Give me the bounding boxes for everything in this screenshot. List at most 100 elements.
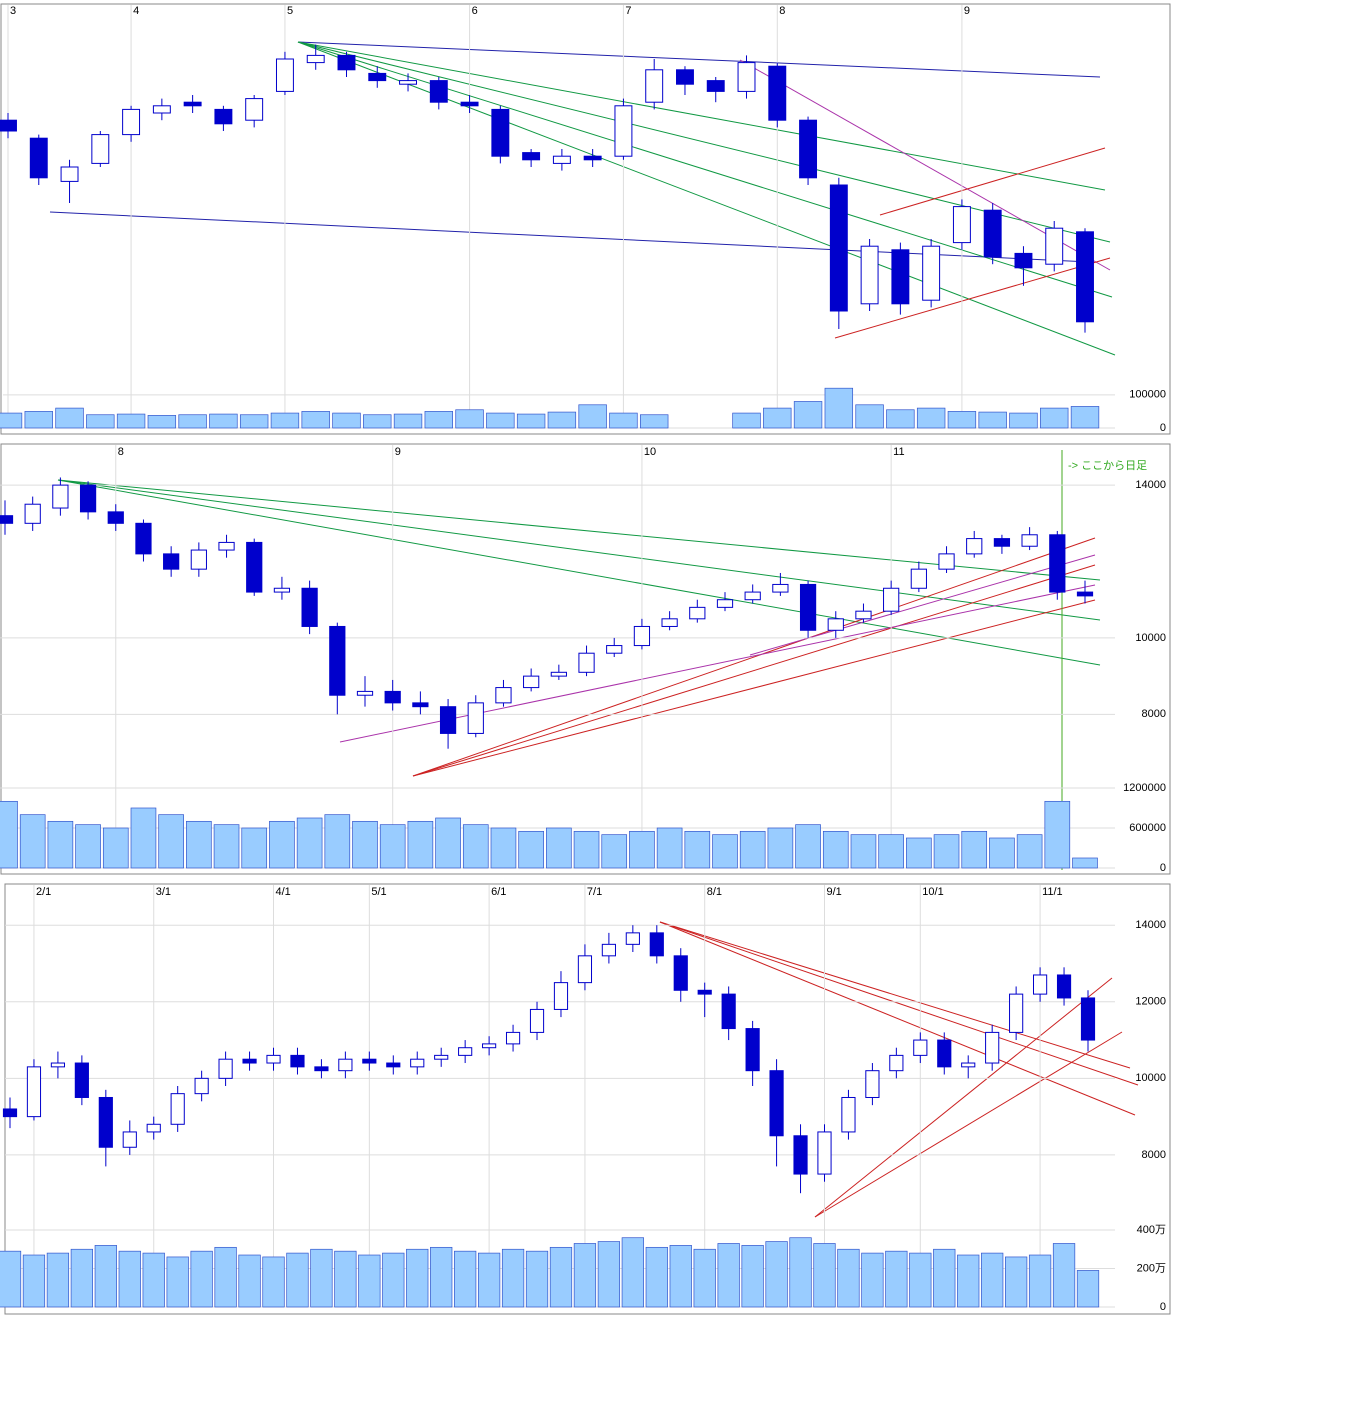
volume-bar <box>24 411 53 429</box>
candle-body <box>614 105 633 157</box>
volume-bar <box>1052 1243 1076 1308</box>
candle-body <box>495 687 512 704</box>
candle-body <box>29 137 48 179</box>
candle-body <box>467 702 484 734</box>
volume-bar <box>518 830 544 869</box>
candle-body <box>368 72 387 82</box>
volume-bar <box>573 830 600 869</box>
volume-tick-label: 600000 <box>1129 822 1166 834</box>
candle-body <box>1009 993 1024 1033</box>
x-tick-label: 8/1 <box>707 886 722 898</box>
volume-bar <box>116 413 146 429</box>
volume-bar <box>118 1250 141 1308</box>
trend-line <box>297 41 1101 78</box>
volume-bar <box>186 820 212 869</box>
candle-body <box>553 982 569 1010</box>
volume-bar <box>645 1246 668 1308</box>
candle-body <box>550 671 567 677</box>
volume-bar <box>406 1248 429 1308</box>
volume-bar <box>906 837 932 869</box>
candle-body <box>434 1054 449 1060</box>
volume-bar <box>269 820 295 869</box>
volume-bar <box>238 1254 261 1308</box>
volume-bar <box>296 817 323 869</box>
candle-body <box>460 101 479 107</box>
volume-tick-label: 1200000 <box>1123 782 1166 794</box>
candle-body <box>1049 534 1066 593</box>
candle-body <box>649 932 664 957</box>
x-tick-label: 9 <box>395 446 401 458</box>
volume-bar <box>1009 412 1038 429</box>
candle-body <box>190 549 207 570</box>
candle-body <box>938 553 955 570</box>
x-tick-label: 3/1 <box>156 886 171 898</box>
volume-bar <box>86 414 115 429</box>
volume-bar <box>795 824 821 869</box>
candle-body <box>60 166 79 182</box>
candle-body <box>482 1043 497 1049</box>
y-tick-label: 8000 <box>1142 1149 1166 1161</box>
volume-bar <box>0 412 23 429</box>
volume-bar <box>435 817 461 869</box>
candle-body <box>246 541 263 593</box>
volume-bar <box>477 1252 501 1308</box>
annotation: -> ここから日足 <box>1068 459 1147 472</box>
volume-bar <box>379 824 406 869</box>
candle-body <box>26 1066 42 1118</box>
volume-bar <box>656 827 683 869</box>
trend-line <box>412 564 1096 777</box>
volume-bar <box>1016 834 1043 869</box>
candle-body <box>439 706 457 734</box>
x-tick-label: 6/1 <box>491 886 506 898</box>
candle-body <box>961 1062 976 1068</box>
trend-line <box>879 147 1106 216</box>
volume-bar <box>669 1245 692 1308</box>
volume-bar <box>981 1252 1004 1308</box>
trend-line <box>297 41 1111 243</box>
candle-body <box>721 993 736 1030</box>
candle-body <box>865 1070 880 1098</box>
volume-bar <box>209 413 238 429</box>
y-tick-label: 8000 <box>1142 708 1166 720</box>
volume-bar <box>407 820 434 869</box>
candle-body <box>952 206 971 244</box>
candle-body <box>218 541 235 551</box>
candle-body <box>505 1031 521 1045</box>
x-tick-label: 10 <box>644 446 656 458</box>
candle-body <box>793 1135 808 1175</box>
candle-body <box>98 1096 113 1148</box>
volume-bar <box>102 827 129 869</box>
volume-bar <box>861 1252 884 1308</box>
volume-bar <box>490 827 517 869</box>
trend-line <box>339 584 1096 743</box>
trend-line <box>57 479 1101 666</box>
candle-body <box>523 675 540 689</box>
candle-body <box>889 1054 904 1072</box>
candle-body <box>410 1058 425 1068</box>
volume-bar <box>765 1241 788 1308</box>
candle-body <box>1033 974 1048 995</box>
volume-bar <box>19 814 46 869</box>
volume-bar <box>0 1250 22 1308</box>
volume-bar <box>732 412 761 429</box>
volume-bar <box>332 412 361 429</box>
trend-line <box>834 257 1111 339</box>
volume-bar <box>1040 407 1069 429</box>
candle-body <box>737 62 756 92</box>
x-tick-label: 5 <box>287 5 293 17</box>
volume-bar <box>933 1248 956 1308</box>
volume-bar <box>516 413 546 429</box>
candle-body <box>829 184 848 312</box>
candle-body <box>362 1058 377 1064</box>
volume-bar <box>916 407 946 429</box>
volume-bar <box>837 1248 860 1308</box>
candle-body <box>163 553 180 570</box>
candle-body <box>1021 534 1038 547</box>
candle-body <box>2 1108 18 1118</box>
candle-body <box>386 1062 401 1068</box>
volume-bar <box>382 1252 405 1308</box>
candle-body <box>214 108 233 125</box>
candle-body <box>855 610 872 620</box>
